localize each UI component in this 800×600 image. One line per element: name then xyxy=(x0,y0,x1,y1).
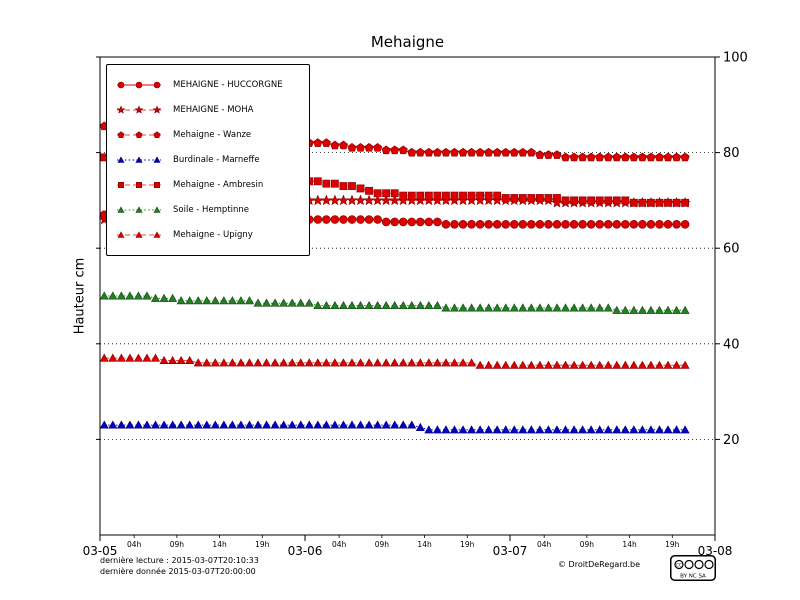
cc-license-badge: CC BY NC SA xyxy=(670,555,716,581)
legend-item-mehaigne-ambresin: Mehaigne - Ambresin xyxy=(115,175,301,195)
y-tick-label: 80 xyxy=(723,146,740,161)
copyright-text: © DroitDeRegard.be xyxy=(558,560,641,569)
legend-label: Mehaigne - Wanze xyxy=(173,130,252,140)
x-minor-tick-label: 19h xyxy=(255,540,270,549)
legend-item-burdinale-marneffe: Burdinale - Marneffe xyxy=(115,150,301,170)
legend-item-mehaigne-upigny: Mehaigne - Upigny xyxy=(115,225,301,245)
x-major-tick-label: 03-07 xyxy=(493,544,528,558)
x-minor-tick-label: 09h xyxy=(580,540,595,549)
x-minor-tick-label: 14h xyxy=(417,540,432,549)
x-major-tick-label: 03-08 xyxy=(698,544,733,558)
y-tick-label: 60 xyxy=(723,242,740,257)
legend-item-mehaigne-wanze: Mehaigne - Wanze xyxy=(115,125,301,145)
legend-marker-square-icon xyxy=(117,181,161,189)
legend-marker-pentagon-icon xyxy=(117,131,161,138)
series-mehaigne-upigny xyxy=(99,353,690,369)
legend-label: Mehaigne - Ambresin xyxy=(173,180,264,190)
y-axis-label: Hauteur cm xyxy=(72,257,88,335)
x-major-tick-label: 03-06 xyxy=(288,544,323,558)
x-minor-tick-label: 14h xyxy=(212,540,227,549)
legend-label: Soile - Hemptinne xyxy=(173,205,250,215)
legend-item-mehaigne-huccorgne: MEHAIGNE - HUCCORGNE xyxy=(115,75,301,95)
y-tick-label: 100 xyxy=(723,51,748,66)
legend-marker-circle-icon xyxy=(117,81,161,89)
cc-license-text: BY NC SA xyxy=(680,574,706,580)
legend-marker-triangle-icon xyxy=(117,231,161,238)
x-minor-tick-label: 04h xyxy=(127,540,142,549)
x-minor-tick-label: 09h xyxy=(170,540,185,549)
y-tick-label: 40 xyxy=(723,337,740,352)
axes: 03-05 03-06 03-07 03-08 04h 09h 14h 19h 04h 09h 14… xyxy=(83,51,748,559)
x-major-tick-label: 03-05 xyxy=(83,544,118,558)
chart-title: Mehaigne xyxy=(370,33,445,51)
legend-label: Mehaigne - Upigny xyxy=(173,230,253,240)
cc-logo-text: CC xyxy=(676,562,682,567)
y-tick-label: 20 xyxy=(723,433,740,448)
series-burdinale-marneffe xyxy=(99,420,690,434)
legend-marker-triangle-icon xyxy=(117,206,161,213)
legend-label: MEHAIGNE - MOHA xyxy=(173,105,254,115)
legend-item-mehaigne-moha: MEHAIGNE - MOHA xyxy=(115,100,301,120)
x-minor-tick-label: 04h xyxy=(537,540,552,549)
legend-item-soile-hemptinne: Soile - Hemptinne xyxy=(115,200,301,220)
cc-nc-icon xyxy=(694,559,704,570)
cc-sa-icon xyxy=(704,559,714,570)
last-read-text: dernière lecture : 2015-03-07T20:10:33 xyxy=(100,556,259,565)
x-minor-tick-label: 04h xyxy=(332,540,347,549)
x-minor-tick-label: 19h xyxy=(665,540,680,549)
cc-by-icon xyxy=(684,559,694,570)
legend-marker-star-icon xyxy=(116,105,162,114)
x-minor-tick-label: 14h xyxy=(622,540,637,549)
series-soile-hemptinne xyxy=(99,291,690,314)
legend-label: Burdinale - Marneffe xyxy=(173,155,260,165)
last-data-text: dernière donnée 2015-03-07T20:00:00 xyxy=(100,567,256,576)
cc-icon xyxy=(674,559,684,570)
legend-marker-triangle-icon xyxy=(117,156,161,163)
x-minor-tick-label: 09h xyxy=(375,540,390,549)
gridlines xyxy=(100,152,715,440)
x-minor-tick-label: 19h xyxy=(460,540,475,549)
legend: MEHAIGNE - HUCCORGNE MEHAIGNE - MOHA Mehai… xyxy=(106,64,310,256)
legend-label: MEHAIGNE - HUCCORGNE xyxy=(173,80,283,90)
